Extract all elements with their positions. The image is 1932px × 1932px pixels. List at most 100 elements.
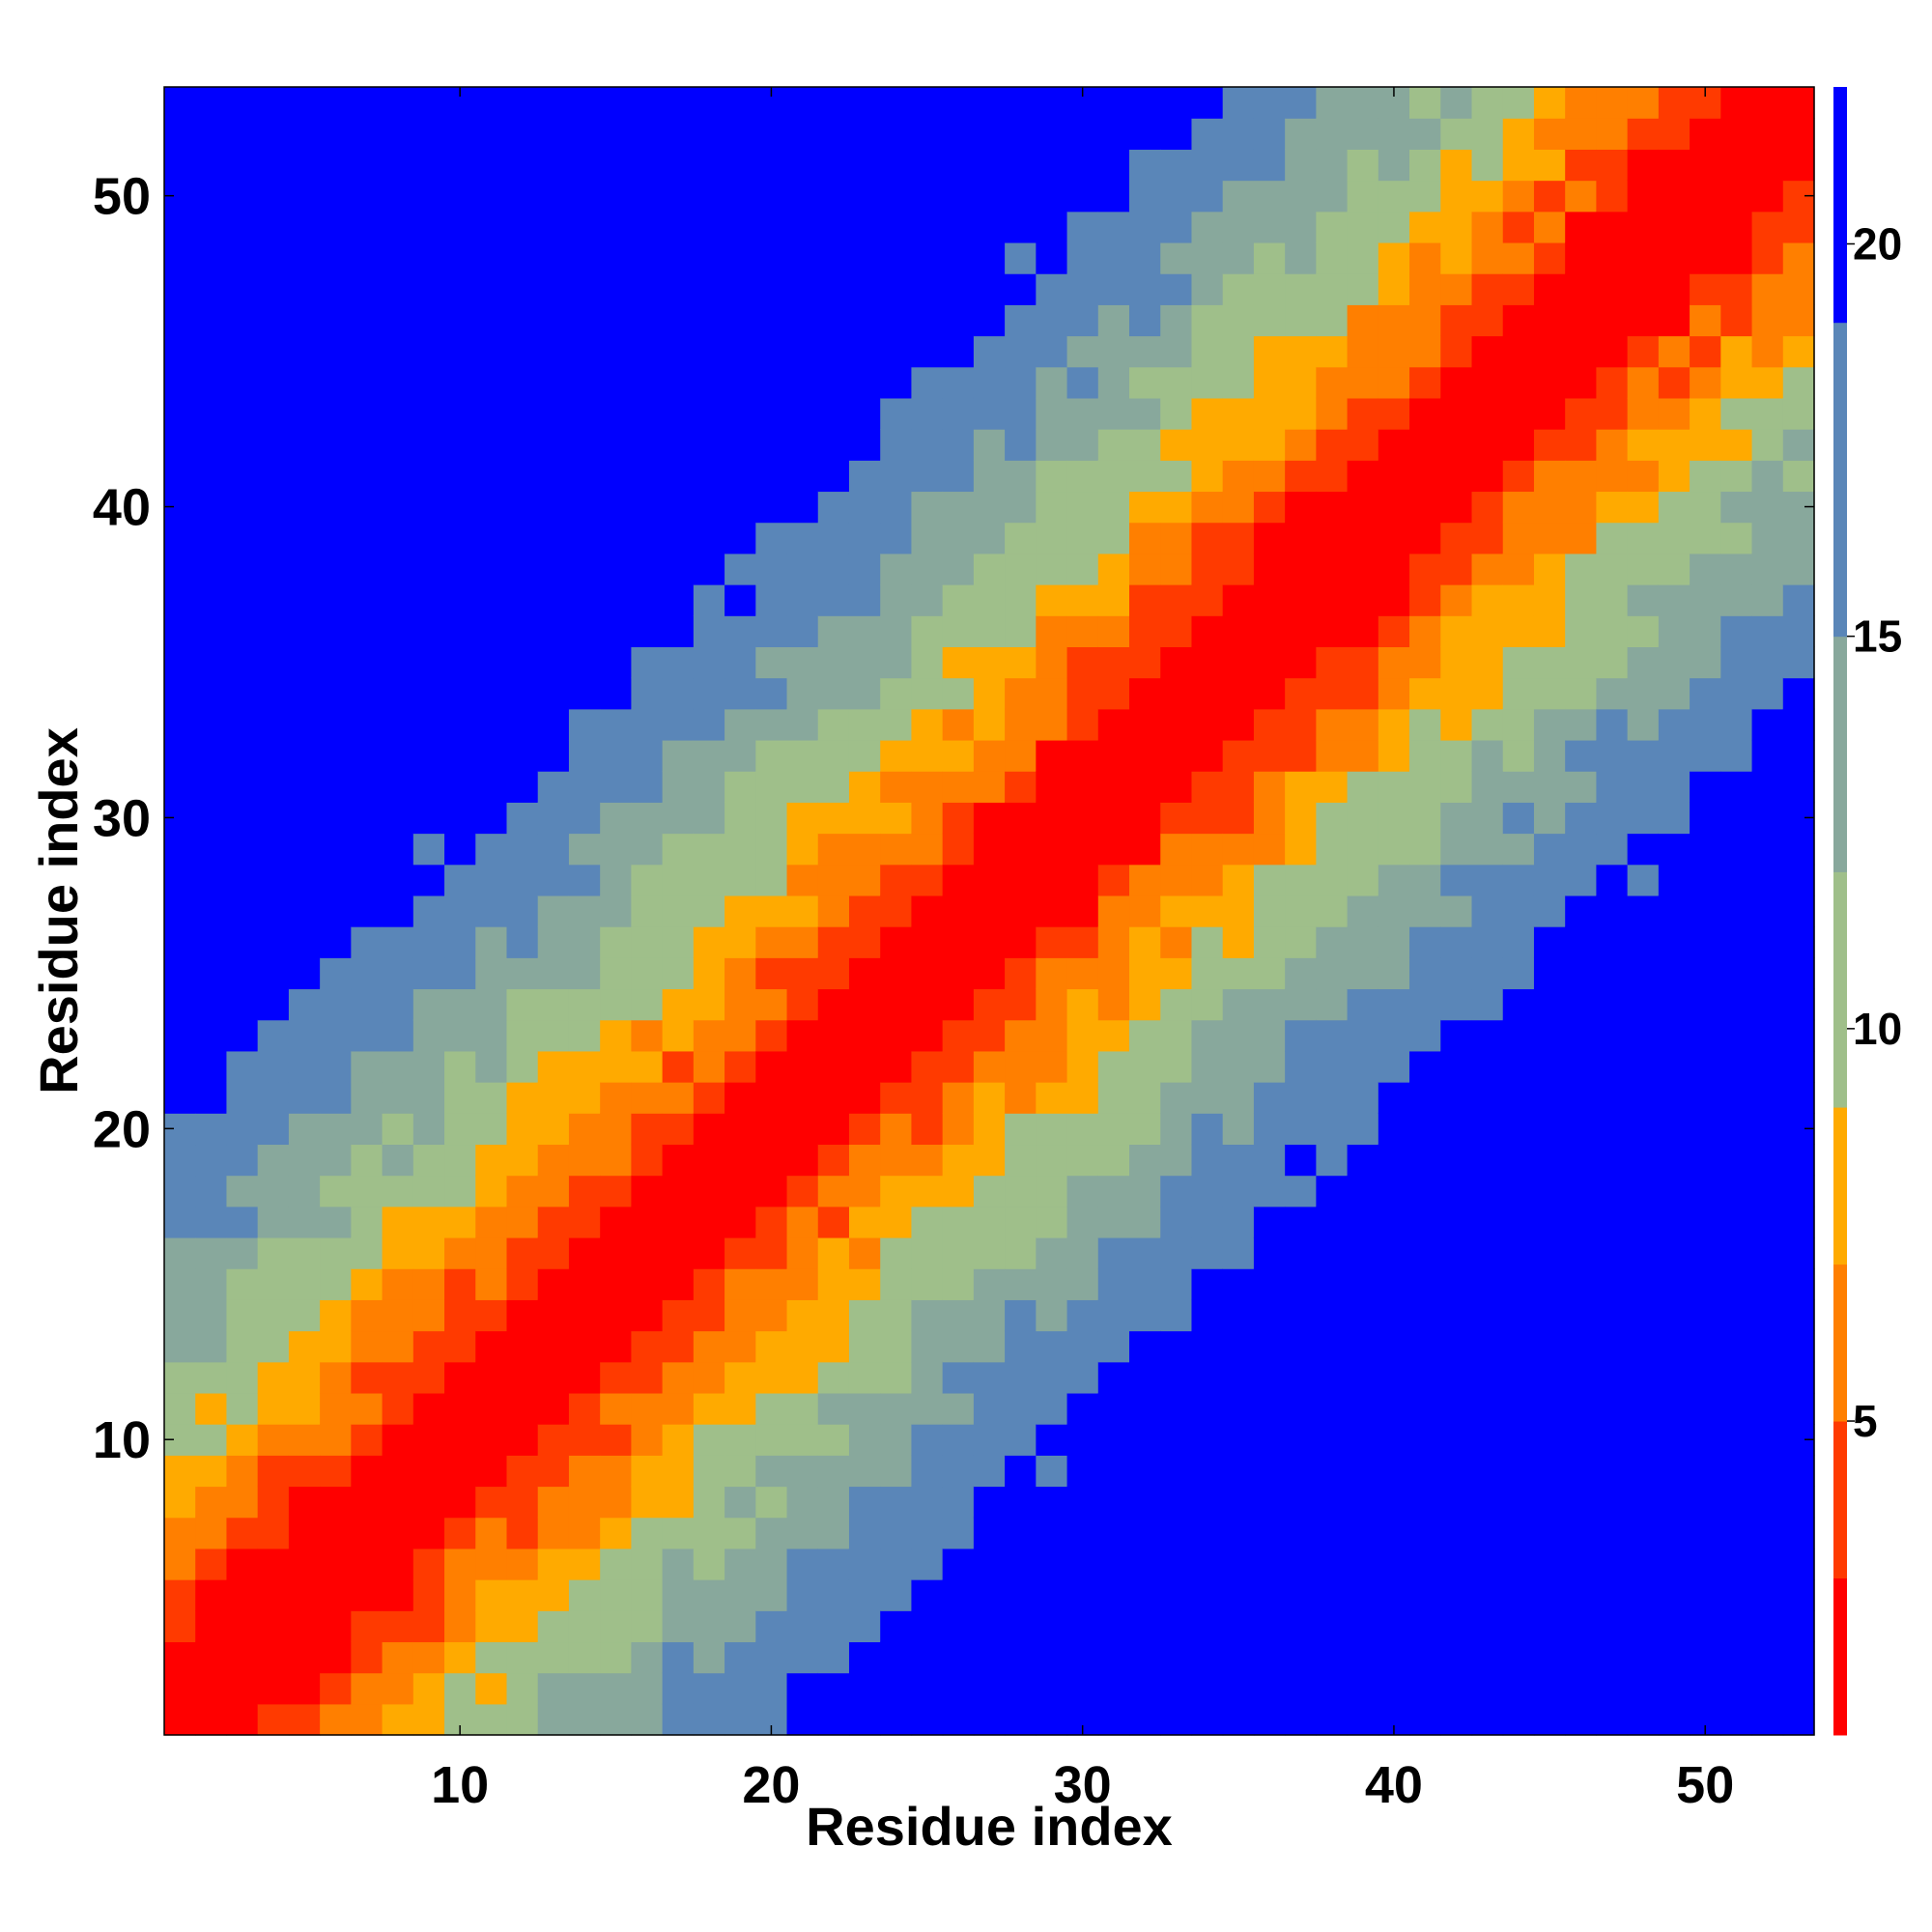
heatmap-cell (1751, 429, 1784, 461)
heatmap-cell (973, 366, 1006, 399)
heatmap-cell (631, 335, 664, 368)
heatmap-cell (412, 1548, 445, 1580)
heatmap-cell (1285, 1361, 1317, 1394)
heatmap-cell (1378, 708, 1410, 741)
heatmap-cell (1222, 1455, 1255, 1488)
heatmap-cell (1005, 118, 1037, 150)
heatmap-cell (1658, 1424, 1690, 1456)
heatmap-cell (1502, 1144, 1535, 1177)
heatmap-cell (1129, 242, 1161, 274)
heatmap-cell (1596, 1299, 1629, 1332)
heatmap-cell (1440, 1206, 1473, 1238)
heatmap-cell (1005, 739, 1037, 772)
heatmap-cell (382, 1579, 414, 1611)
heatmap-cell (1720, 771, 1753, 803)
heatmap-cell (320, 1113, 352, 1146)
heatmap-cell (1782, 1703, 1815, 1736)
heatmap-cell (537, 1206, 570, 1238)
heatmap-cell (412, 1206, 445, 1238)
heatmap-cell (195, 1019, 228, 1052)
heatmap-cell (1285, 864, 1317, 896)
heatmap-cell (817, 1206, 850, 1238)
heatmap-cell (412, 1579, 445, 1611)
heatmap-cell (320, 646, 352, 679)
heatmap-cell (412, 1019, 445, 1052)
heatmap-cell (724, 1236, 756, 1269)
heatmap-cell (755, 366, 788, 399)
heatmap-cell (288, 802, 321, 835)
heatmap-cell (1565, 1206, 1598, 1238)
heatmap-cell (880, 988, 913, 1021)
heatmap-cell (1316, 926, 1349, 958)
heatmap-cell (1471, 149, 1504, 182)
heatmap-cell (786, 926, 819, 958)
heatmap-cell (880, 522, 913, 554)
heatmap-cell (1378, 118, 1410, 150)
heatmap-cell (1533, 491, 1566, 524)
heatmap-cell (444, 397, 476, 430)
heatmap-cell (1036, 1517, 1068, 1549)
heatmap-cell (1036, 1610, 1068, 1643)
heatmap-cell (412, 522, 445, 554)
heatmap-cell (1658, 1144, 1690, 1177)
heatmap-cell (1627, 87, 1660, 119)
heatmap-cell (1409, 1672, 1441, 1705)
heatmap-cell (1378, 646, 1410, 679)
heatmap-cell (1097, 460, 1130, 493)
y-tick-label: 50 (93, 168, 151, 226)
heatmap-cell (257, 149, 290, 182)
heatmap-cell (257, 1361, 290, 1394)
heatmap-cell (1285, 988, 1317, 1021)
heatmap-cell (1502, 553, 1535, 585)
heatmap-cell (693, 553, 725, 585)
heatmap-cell (973, 1641, 1006, 1674)
heatmap-cell (1036, 1113, 1068, 1146)
heatmap-cell (195, 677, 228, 710)
heatmap-cell (1347, 926, 1379, 958)
heatmap-cell (1502, 1206, 1535, 1238)
heatmap-cell (1720, 1424, 1753, 1456)
heatmap-cell (537, 553, 570, 585)
heatmap-cell (164, 1236, 196, 1269)
heatmap-cell (1036, 1424, 1068, 1456)
heatmap-cell (568, 242, 601, 274)
x-tick-label: 20 (742, 1756, 800, 1814)
heatmap-cell (320, 1361, 352, 1394)
heatmap-cell (1471, 739, 1504, 772)
heatmap-cell (911, 87, 944, 119)
heatmap-cell (506, 739, 539, 772)
heatmap-cell (1005, 677, 1037, 710)
heatmap-cell (537, 988, 570, 1021)
heatmap-cell (1036, 1236, 1068, 1269)
heatmap-cell (1378, 864, 1410, 896)
heatmap-cell (693, 1610, 725, 1643)
heatmap-cell (1409, 584, 1441, 616)
heatmap-cell (1378, 1330, 1410, 1363)
heatmap-cell (1285, 833, 1317, 866)
heatmap-cell (257, 491, 290, 524)
heatmap-cell (880, 957, 913, 990)
heatmap-cell (786, 87, 819, 119)
heatmap-cell (1222, 864, 1255, 896)
heatmap-cell (1005, 1517, 1037, 1549)
heatmap-cell (848, 1019, 881, 1052)
heatmap-cell (320, 1517, 352, 1549)
heatmap-cell (1097, 646, 1130, 679)
heatmap-cell (942, 273, 975, 305)
heatmap-cell (662, 646, 695, 679)
heatmap-cell (1316, 273, 1349, 305)
heatmap-cell (1129, 1424, 1161, 1456)
heatmap-cell (817, 1672, 850, 1705)
heatmap-cell (1533, 180, 1566, 213)
heatmap-cell (1066, 335, 1099, 368)
heatmap-cell (1471, 988, 1504, 1021)
heatmap-cell (1036, 1579, 1068, 1611)
heatmap-cell (786, 242, 819, 274)
heatmap-cell (1253, 553, 1286, 585)
heatmap-cell (288, 1175, 321, 1208)
heatmap-cell (1533, 1019, 1566, 1052)
heatmap-cell (1502, 1019, 1535, 1052)
heatmap-cell (693, 957, 725, 990)
heatmap-cell (382, 1299, 414, 1332)
heatmap-cell (382, 242, 414, 274)
